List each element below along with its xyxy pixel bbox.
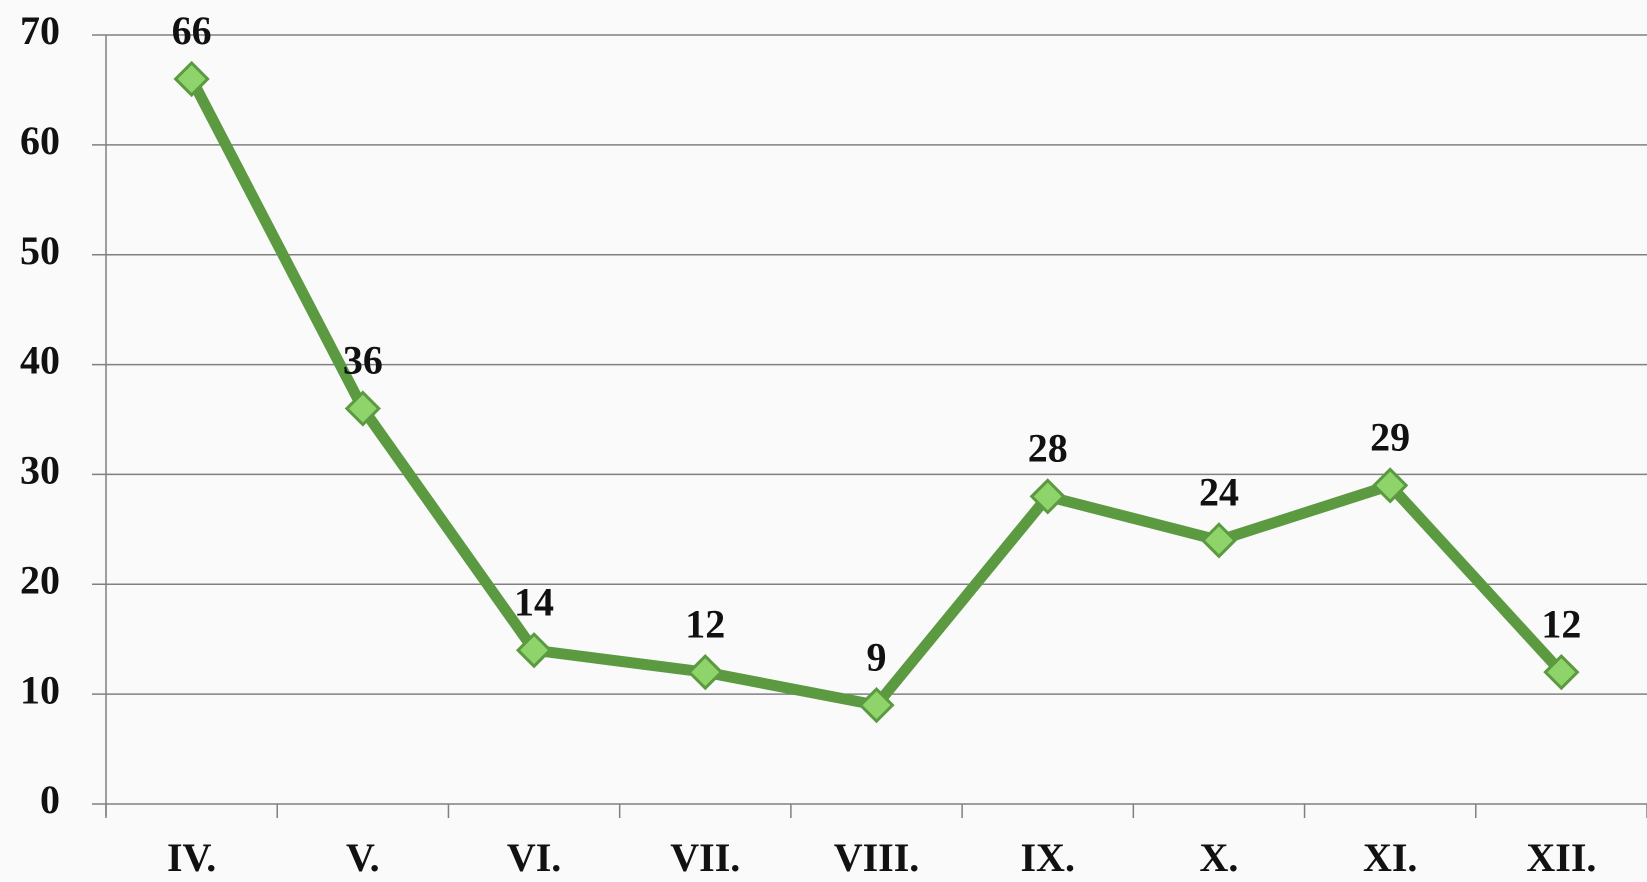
x-tick-label: IX. <box>1020 835 1074 880</box>
data-marker <box>1029 478 1066 515</box>
data-label: 12 <box>1541 601 1581 646</box>
y-tick-label: 30 <box>20 448 60 493</box>
data-marker <box>858 687 895 724</box>
data-marker <box>1543 654 1580 691</box>
data-marker <box>687 654 724 691</box>
data-label: 28 <box>1028 426 1068 471</box>
data-line <box>186 76 1566 711</box>
y-tick-label: 60 <box>20 118 60 163</box>
data-marker <box>1372 467 1409 504</box>
data-label: 14 <box>514 579 554 624</box>
data-marker <box>173 60 210 98</box>
x-tick-label: X. <box>1199 835 1238 880</box>
y-tick-label: 0 <box>40 777 60 822</box>
x-tick-label: VII. <box>670 835 740 880</box>
data-label: 36 <box>343 338 383 383</box>
data-label: 66 <box>172 8 212 53</box>
y-tick-label: 50 <box>20 228 60 273</box>
data-label: 24 <box>1199 470 1239 515</box>
data-marker <box>344 390 381 427</box>
x-tick-label: XI. <box>1363 835 1417 880</box>
data-label: 29 <box>1370 415 1410 460</box>
data-label: 12 <box>685 601 725 646</box>
data-marker <box>1200 522 1238 559</box>
x-tick-label: IV. <box>167 835 216 880</box>
y-tick-label: 40 <box>20 338 60 383</box>
y-tick-label: 10 <box>20 667 60 712</box>
x-tick-label: VIII. <box>834 835 920 880</box>
x-tick-label: XII. <box>1526 835 1596 880</box>
data-label: 9 <box>867 634 887 679</box>
data-marker <box>515 632 553 669</box>
x-tick-label: VI. <box>507 835 561 880</box>
x-tick-label: V. <box>346 835 380 880</box>
y-tick-label: 70 <box>20 8 60 53</box>
y-tick-label: 20 <box>20 557 60 602</box>
